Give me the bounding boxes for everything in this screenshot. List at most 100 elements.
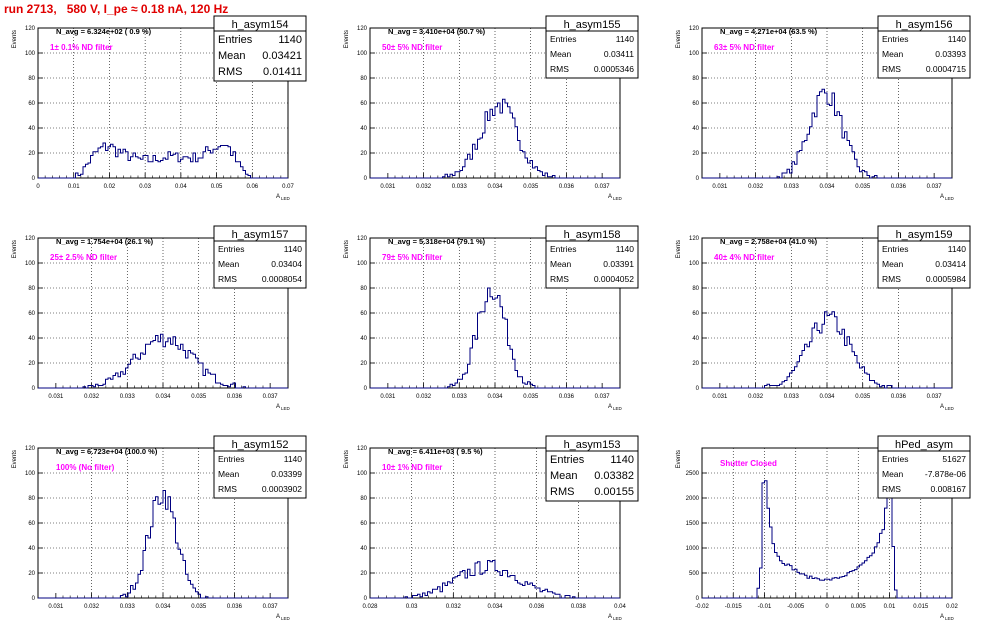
stats-value-rms: 0.01411 xyxy=(263,66,302,78)
n-avg-label: N_avg = 4.271e+04 (63.5 %) xyxy=(720,27,818,36)
y-tick-label: 120 xyxy=(25,236,36,242)
x-axis-title-subscript: LED xyxy=(613,196,623,201)
x-axis-title-subscript: LED xyxy=(945,406,955,411)
y-axis-title: Events xyxy=(676,30,682,48)
n-avg-label: N_avg = 6.723e+04 (100.0 %) xyxy=(56,447,158,456)
y-tick-label: 40 xyxy=(28,126,35,132)
stats-box xyxy=(545,225,639,289)
x-tick-label: -0.01 xyxy=(758,604,772,610)
stats-box-title: h_asym153 xyxy=(564,439,621,451)
y-tick-label: 0 xyxy=(364,596,368,602)
y-tick-label: 100 xyxy=(689,261,700,267)
stats-label-entries: Entries xyxy=(882,244,908,254)
x-tick-label: 0.034 xyxy=(155,604,171,610)
y-tick-label: 20 xyxy=(28,571,35,577)
y-tick-label: 60 xyxy=(28,101,35,107)
x-tick-label: -0.015 xyxy=(725,604,743,610)
stats-label-rms: RMS xyxy=(218,66,242,78)
y-axis-title: Events xyxy=(344,30,350,48)
y-tick-label: 100 xyxy=(357,51,368,57)
x-tick-label: 0.034 xyxy=(487,184,503,190)
stats-box-title: h_asym155 xyxy=(564,19,621,31)
stats-box xyxy=(545,435,639,502)
y-tick-label: 60 xyxy=(360,101,367,107)
stats-value-mean: 0.03404 xyxy=(271,259,302,269)
filter-label: 63± 5% ND filter xyxy=(714,43,774,52)
x-tick-label: 0.032 xyxy=(84,394,100,400)
stats-box-title: h_asym156 xyxy=(896,19,953,31)
y-tick-label: 100 xyxy=(25,51,36,57)
x-tick-label: 0.036 xyxy=(227,604,243,610)
histogram-panel-h_asym159: 0.031 0.032 0.033 0.034 0.035 0.036 0.037 0 20 40… xyxy=(676,225,971,411)
histogram-panel-hPed_asym: -0.02 -0.015 -0.01 -0.005 0 0.005 0.01 0.015 0.0… xyxy=(676,435,971,621)
x-tick-label: 0.07 xyxy=(282,184,294,190)
x-axis-title: A xyxy=(276,194,280,200)
stats-label-entries: Entries xyxy=(882,454,908,464)
y-tick-label: 0 xyxy=(696,386,700,392)
histogram-panel-h_asym154: 0 0.01 0.02 0.03 0.04 0.05 0.06 0.07 0 20 40 60 80 10… xyxy=(12,15,307,201)
run-title: run 2713, 580 V, I_pe ≈ 0.18 nA, 120 Hz xyxy=(4,2,229,16)
x-tick-label: 0.032 xyxy=(84,604,100,610)
x-axis-title: A xyxy=(608,404,612,410)
stats-value-rms: 0.0008054 xyxy=(262,274,302,284)
x-tick-label: 0.037 xyxy=(595,394,611,400)
filter-label: Shutter Closed xyxy=(720,459,777,468)
x-tick-label: -0.02 xyxy=(695,604,709,610)
y-tick-label: 120 xyxy=(357,26,368,32)
stats-label-rms: RMS xyxy=(218,274,237,284)
stats-value-rms: 0.0004052 xyxy=(594,274,634,284)
x-axis-title: A xyxy=(608,194,612,200)
x-tick-label: 0.034 xyxy=(819,184,835,190)
y-tick-label: 1500 xyxy=(686,521,700,527)
y-tick-label: 100 xyxy=(25,261,36,267)
y-axis-title: Events xyxy=(344,240,350,258)
x-tick-label: 0.02 xyxy=(946,604,958,610)
x-tick-label: 0.034 xyxy=(819,394,835,400)
histogram-series xyxy=(702,311,952,389)
stats-box xyxy=(545,15,639,79)
x-axis-title-subscript: LED xyxy=(945,616,955,621)
x-tick-label: 0.01 xyxy=(884,604,896,610)
filter-label: 100% (No filter) xyxy=(56,463,115,472)
stats-box xyxy=(877,435,971,499)
x-tick-label: 0.033 xyxy=(784,184,800,190)
y-tick-label: 80 xyxy=(692,76,699,82)
stats-value-mean: 0.03399 xyxy=(271,469,302,479)
histogram-panel-h_asym156: 0.031 0.032 0.033 0.034 0.035 0.036 0.037 0 20 40… xyxy=(676,15,971,201)
x-tick-label: 0.031 xyxy=(48,394,64,400)
x-tick-label: 0.035 xyxy=(191,604,207,610)
y-tick-label: 20 xyxy=(360,571,367,577)
y-tick-label: 80 xyxy=(360,496,367,502)
y-tick-label: 120 xyxy=(689,26,700,32)
y-tick-label: 40 xyxy=(360,126,367,132)
filter-label: 40± 4% ND filter xyxy=(714,253,774,262)
stats-label-entries: Entries xyxy=(550,34,576,44)
stats-value-rms: 0.0003902 xyxy=(262,484,302,494)
y-tick-label: 40 xyxy=(692,336,699,342)
y-tick-label: 0 xyxy=(364,386,368,392)
x-tick-label: 0.031 xyxy=(48,604,64,610)
x-tick-label: 0.038 xyxy=(571,604,587,610)
stats-value-entries: 51627 xyxy=(942,454,966,464)
y-tick-label: 20 xyxy=(28,361,35,367)
stats-box xyxy=(877,15,971,79)
stats-box-title: h_asym157 xyxy=(232,229,289,241)
y-tick-label: 0 xyxy=(364,176,368,182)
filter-label: 10± 1% ND filter xyxy=(382,463,442,472)
y-tick-label: 60 xyxy=(692,311,699,317)
y-tick-label: 80 xyxy=(692,286,699,292)
y-tick-label: 20 xyxy=(28,151,35,157)
stats-box-title: h_asym152 xyxy=(232,439,289,451)
x-tick-label: 0.033 xyxy=(452,394,468,400)
stats-label-rms: RMS xyxy=(882,274,901,284)
x-tick-label: 0.05 xyxy=(211,184,223,190)
y-tick-label: 120 xyxy=(689,236,700,242)
n-avg-label: N_avg = 1.754e+04 (26.1 %) xyxy=(56,237,154,246)
x-tick-label: 0.031 xyxy=(380,184,396,190)
x-tick-label: 0.04 xyxy=(175,184,187,190)
y-tick-label: 20 xyxy=(692,361,699,367)
stats-label-entries: Entries xyxy=(218,244,244,254)
histogram-series xyxy=(702,460,952,599)
x-tick-label: 0.037 xyxy=(927,394,943,400)
stats-label-mean: Mean xyxy=(882,49,904,59)
